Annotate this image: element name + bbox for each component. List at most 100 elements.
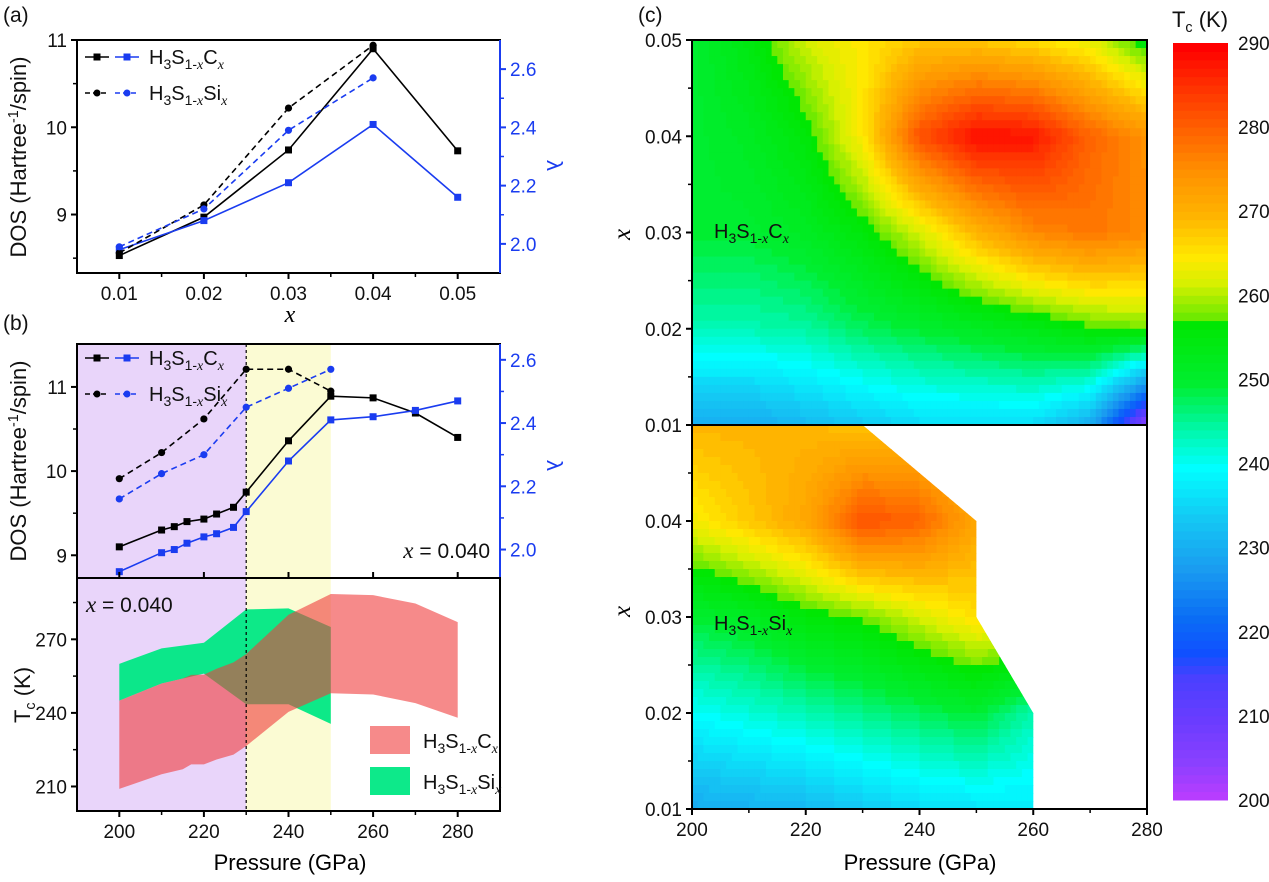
tc-legend-label-carbon: H3S1-xCx [423, 731, 499, 757]
heatmap-cell [999, 136, 1006, 145]
heatmap-cell [709, 673, 716, 682]
heatmap-cell [714, 801, 722, 809]
heatmap-cell [1016, 96, 1023, 105]
heatmap-cell [720, 184, 727, 193]
heatmap-cell [1090, 312, 1097, 322]
heatmap-cell [1141, 144, 1148, 153]
heatmap-cell [959, 40, 966, 49]
heatmap-cell [692, 48, 699, 57]
heatmap-cell [902, 288, 909, 298]
heatmap-cell [879, 208, 886, 218]
heatmap-cell [737, 248, 744, 258]
heatmap-cell [703, 673, 710, 682]
heatmap-cell [737, 609, 744, 618]
heatmap-cell [1021, 272, 1029, 282]
a-series-0-point [285, 146, 292, 154]
heatmap-cell [1010, 80, 1017, 89]
heatmap-cell [788, 713, 795, 722]
heatmap-cell [1129, 344, 1137, 354]
heatmap-cell [697, 593, 704, 602]
heatmap-cell [839, 176, 847, 185]
heatmap-cell [1050, 240, 1057, 250]
heatmap-cell [760, 745, 767, 754]
heatmap-cell [1010, 216, 1017, 226]
heatmap-cell [845, 360, 852, 370]
heatmap-cell [942, 344, 949, 354]
heatmap-cell [800, 64, 807, 73]
heatmap-cell [1021, 224, 1029, 234]
heatmap-cell [748, 441, 756, 450]
heatmap-cell [726, 609, 733, 618]
heatmap-cell [794, 481, 801, 490]
heatmap-cell [1033, 352, 1040, 362]
heatmap-cell [754, 376, 761, 386]
heatmap-cell [1038, 168, 1046, 177]
heatmap-cell [788, 433, 795, 442]
heatmap-cell [908, 144, 915, 153]
heatmap-cell [714, 328, 722, 338]
heatmap-cell [839, 104, 847, 113]
heatmap-cell [731, 352, 739, 362]
heatmap-cell [726, 545, 733, 554]
heatmap-cell [817, 232, 824, 242]
heatmap-cell [748, 96, 756, 105]
heatmap-cell [885, 112, 892, 121]
heatmap-cell [743, 729, 750, 738]
heatmap-cell [794, 272, 801, 282]
heatmap-cell [856, 328, 864, 338]
heatmap-cell [1078, 296, 1086, 306]
heatmap-cell [1112, 360, 1120, 370]
heatmap-cell [1101, 272, 1108, 282]
heatmap-cell [879, 264, 886, 274]
heatmap-cell [817, 408, 824, 418]
heatmap-cell [1101, 296, 1108, 306]
heatmap-cell [1033, 72, 1040, 81]
heatmap-cell [862, 256, 869, 266]
heatmap-cell [822, 168, 830, 177]
heatmap-cell [936, 184, 943, 193]
heatmap-cell [777, 200, 784, 210]
heatmap-cell [811, 88, 818, 97]
heatmap-cell [925, 384, 932, 394]
heatmap-cell [1135, 208, 1142, 218]
heatmap-cell [777, 505, 784, 514]
heatmap-cell [754, 625, 761, 634]
heatmap-cell [839, 224, 847, 234]
heatmap-cell [993, 408, 1000, 418]
heatmap-cell [839, 392, 847, 402]
heatmap-cell [771, 665, 778, 674]
heatmap-cell [1044, 344, 1051, 354]
heatmap-cell [692, 104, 699, 113]
heatmap-cell [919, 256, 926, 266]
heatmap-cell [788, 296, 795, 306]
heatmap-cell [856, 416, 864, 426]
heatmap-cell [1056, 40, 1063, 49]
heatmap-cell [794, 368, 801, 378]
heatmap-cell [1061, 392, 1068, 402]
heatmap-cell [879, 256, 886, 266]
b-series-3-point [242, 403, 250, 411]
a-series-2-point [284, 104, 293, 112]
a-series-2-point [115, 249, 123, 257]
heatmap-cell [1095, 56, 1103, 65]
heatmap-cell [902, 152, 909, 161]
heatmap-cell [777, 296, 784, 306]
heatmap-cell [879, 200, 886, 210]
heatmap-cell [851, 200, 858, 210]
heatmap-cell [1118, 240, 1125, 250]
heatmap-cell [777, 48, 784, 57]
heatmap-cell [862, 96, 869, 105]
heatmap-cell [771, 689, 778, 698]
heatmap-cell [851, 48, 858, 57]
heatmap-cell [987, 48, 995, 57]
heatmap-cell [765, 160, 773, 169]
heatmap-cell [1101, 40, 1108, 49]
heatmap-cell [1101, 400, 1108, 410]
heatmap-cell [692, 745, 699, 754]
heatmap-cell [731, 200, 739, 210]
heatmap-cell [1135, 336, 1142, 346]
x-tick-label: 0.03 [270, 284, 307, 305]
heatmap-cell [1118, 256, 1125, 266]
heatmap-cell [794, 192, 801, 202]
heatmap-cell [930, 192, 938, 202]
